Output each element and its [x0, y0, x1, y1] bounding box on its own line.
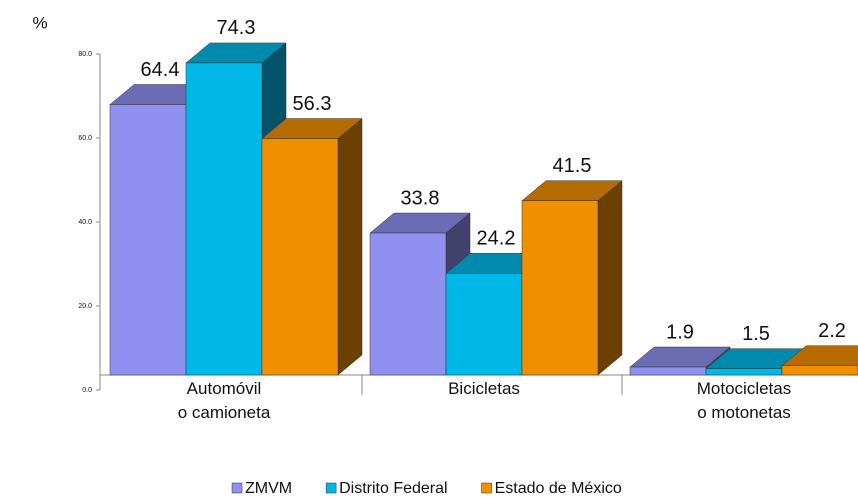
value-label: 1.9 [666, 321, 694, 343]
value-label: 74.3 [217, 17, 256, 39]
bar [781, 365, 858, 376]
value-label: 24.2 [477, 228, 516, 250]
bar [705, 368, 783, 376]
legend-swatch [481, 482, 492, 494]
bar [109, 104, 187, 376]
legend-swatch [231, 482, 243, 494]
bar [629, 366, 707, 376]
y-tick-label: 0.0 [82, 387, 92, 394]
value-label: 64.4 [141, 59, 180, 81]
value-label: 33.8 [401, 187, 440, 209]
y-axis-label: % [32, 13, 47, 32]
legend-label: ZMVM [245, 480, 292, 497]
bar [445, 273, 523, 376]
y-tick-label: 80.0 [78, 51, 92, 58]
bar-side [337, 118, 363, 376]
x-tick-label: Automóvil o camioneta [177, 379, 271, 422]
bar-3d [261, 118, 363, 376]
y-tick-label: 20.0 [78, 303, 92, 310]
value-label: 2.2 [818, 320, 846, 342]
bar [521, 200, 599, 376]
legend-label: Distrito Federal [339, 480, 447, 497]
y-tick-label: 60.0 [78, 135, 92, 142]
value-label: 56.3 [293, 93, 332, 115]
value-label: 41.5 [553, 155, 592, 177]
x-tick-label: Motocicletas o motonetas [696, 379, 792, 422]
bar [261, 138, 339, 376]
bar-side [597, 180, 623, 376]
bar-3d [781, 345, 858, 376]
legend-swatch [325, 482, 337, 494]
value-label: 1.5 [742, 323, 770, 345]
legend-label: Estado de México [495, 480, 622, 497]
bar [185, 62, 263, 376]
bar [369, 232, 447, 376]
bar-3d [521, 180, 623, 376]
x-tick-label: Bicicletas [448, 379, 520, 398]
y-tick-label: 40.0 [78, 219, 92, 226]
